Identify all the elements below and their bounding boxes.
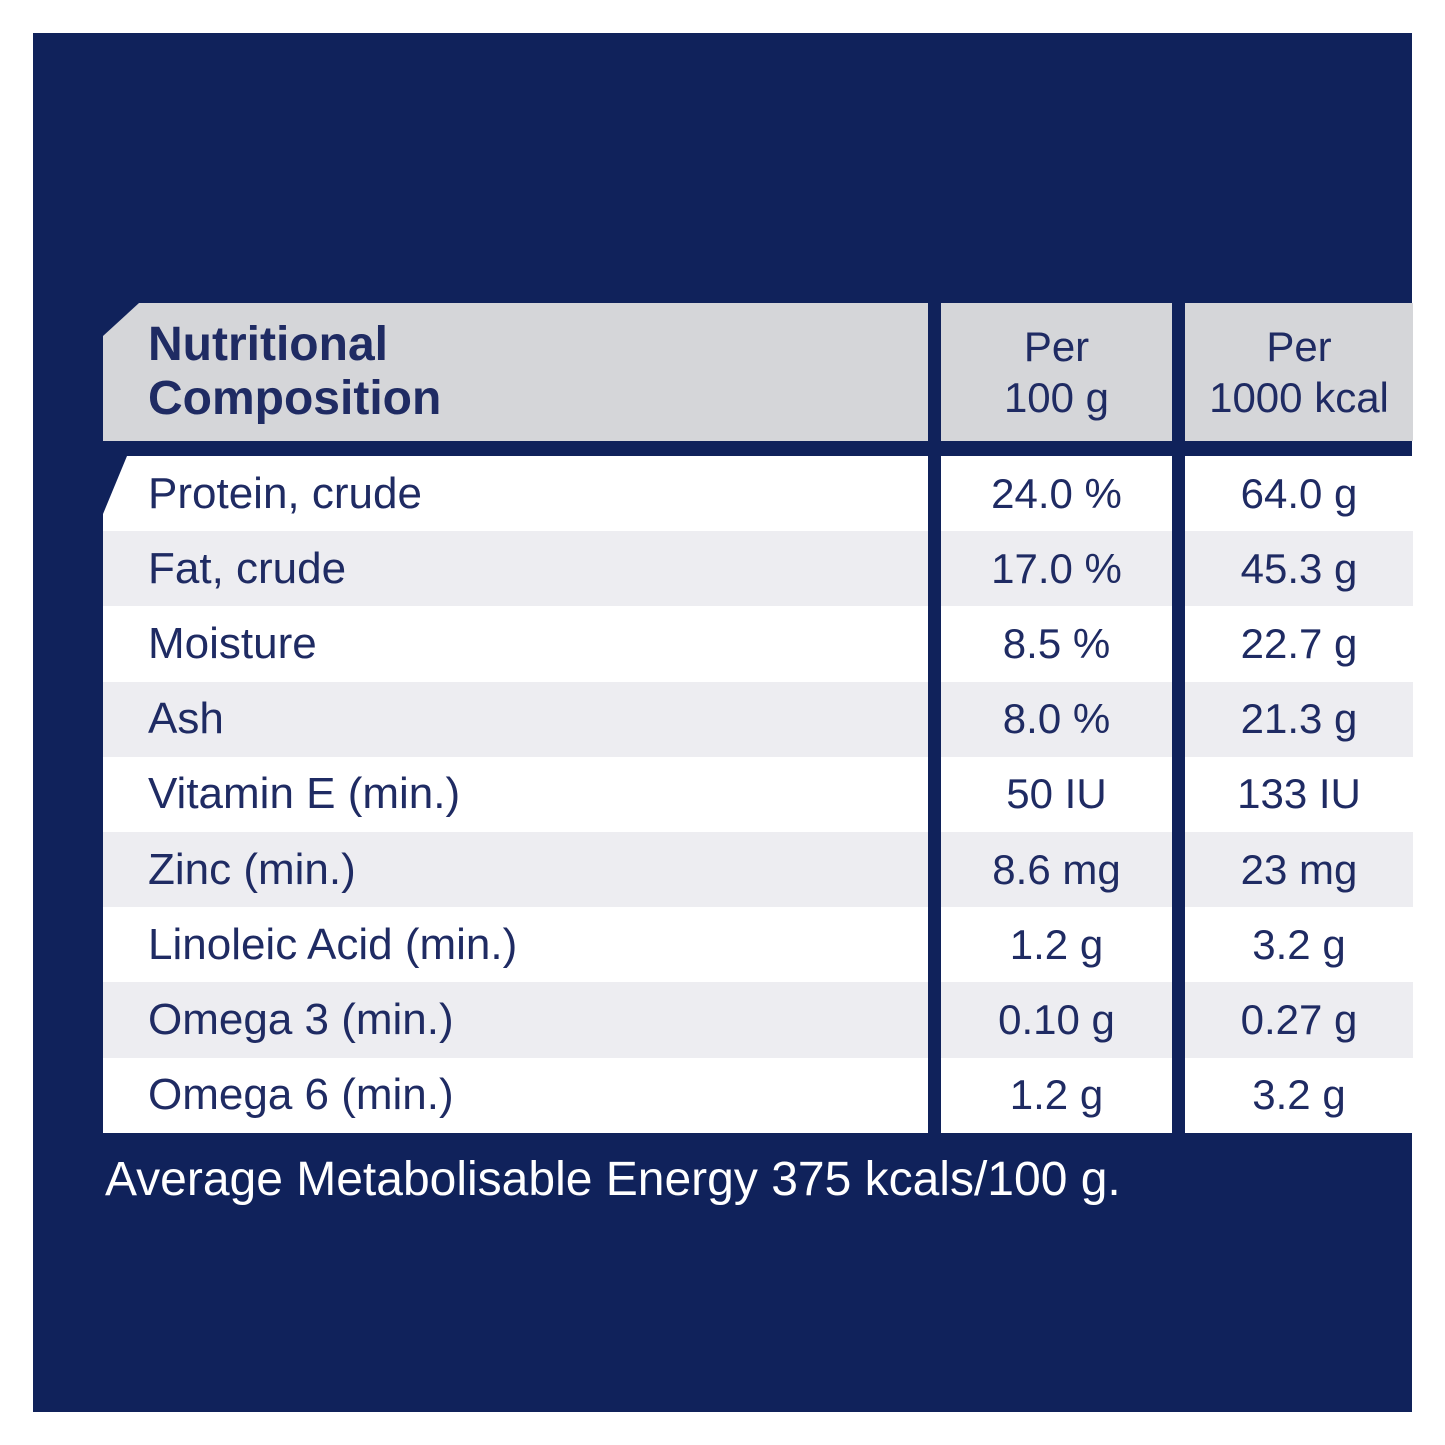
table-row: Linoleic Acid (min.) 1.2 g 3.2 g [103,907,1413,983]
nutrient-name: Ash [103,681,928,757]
value-per-100g: 8.6 mg [941,831,1172,908]
table-row: Protein, crude 24.0 % 64.0 g [103,456,1413,532]
value-per-1000kcal: 45.3 g [1185,531,1413,607]
energy-note: Average Metabolisable Energy 375 kcals/1… [105,1153,1121,1206]
value-per-100g: 50 IU [941,756,1172,832]
nutrition-table: Nutritional Composition Per 100 g Per 10… [103,303,1413,1133]
value-per-100g: 17.0 % [941,531,1172,607]
table-rows: Protein, crude 24.0 % 64.0 g Fat, crude 17.0… [103,456,1413,1133]
nutrient-name: Omega 3 (min.) [103,982,928,1058]
value-per-100g: 8.5 % [941,606,1172,682]
table-header: Nutritional Composition Per 100 g Per 10… [103,303,1413,441]
table-row: Omega 6 (min.) 1.2 g 3.2 g [103,1057,1413,1133]
value-per-1000kcal: 133 IU [1185,756,1413,832]
column-header-per-100g-label: Per 100 g [1003,322,1110,421]
value-per-1000kcal: 0.27 g [1185,982,1413,1058]
value-per-100g: 1.2 g [941,1057,1172,1133]
table-title: Nutritional Composition [148,318,442,425]
navy-panel: Nutritional Composition Per 100 g Per 10… [33,33,1413,1412]
value-per-100g: 0.10 g [941,982,1172,1058]
value-per-1000kcal: 3.2 g [1185,1057,1413,1133]
table-row: Vitamin E (min.) 50 IU 133 IU [103,756,1413,832]
nutrient-name: Linoleic Acid (min.) [103,907,928,983]
nutrient-name: Moisture [103,606,928,682]
value-per-1000kcal: 3.2 g [1185,907,1413,983]
column-header-per-1000kcal-label: Per 1000 kcal [1209,322,1389,421]
table-row: Moisture 8.5 % 22.7 g [103,606,1413,682]
table-row: Zinc (min.) 8.6 mg 23 mg [103,831,1413,908]
nutrient-name: Protein, crude [103,456,928,532]
value-per-1000kcal: 22.7 g [1185,606,1413,682]
column-header-per-100g: Per 100 g [941,303,1172,441]
value-per-100g: 1.2 g [941,907,1172,983]
value-per-1000kcal: 23 mg [1185,831,1413,908]
nutrient-name: Vitamin E (min.) [103,756,928,832]
value-per-100g: 24.0 % [941,456,1172,532]
table-row: Omega 3 (min.) 0.10 g 0.27 g [103,982,1413,1058]
nutrient-name: Fat, crude [103,531,928,607]
table-title-cell: Nutritional Composition [103,303,928,441]
value-per-100g: 8.0 % [941,681,1172,757]
table-row: Ash 8.0 % 21.3 g [103,681,1413,757]
nutrient-name: Zinc (min.) [103,831,928,908]
value-per-1000kcal: 21.3 g [1185,681,1413,757]
value-per-1000kcal: 64.0 g [1185,456,1413,532]
nutrient-name: Omega 6 (min.) [103,1057,928,1133]
column-header-per-1000kcal: Per 1000 kcal [1185,303,1413,441]
table-row: Fat, crude 17.0 % 45.3 g [103,531,1413,607]
